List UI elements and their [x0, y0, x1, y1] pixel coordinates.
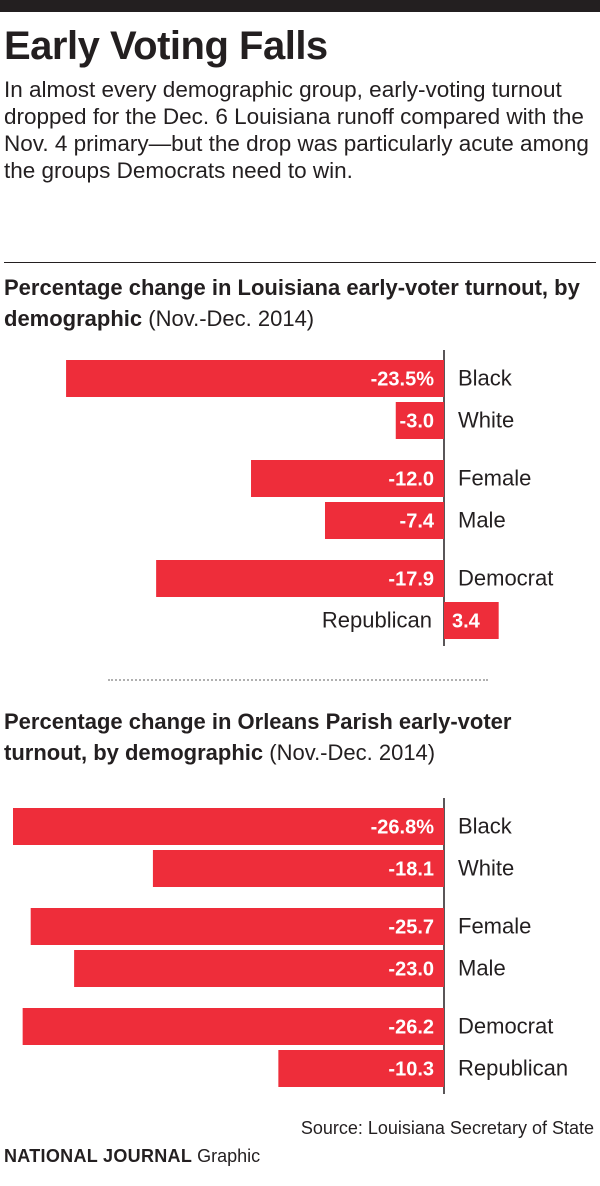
- value-label-female: -12.0: [388, 469, 434, 491]
- louisiana-bar-chart: -23.5% Black -3.0 White -12.0 Female -7.4 Male -…: [66, 350, 553, 646]
- category-label-male: Male: [458, 956, 506, 981]
- bar-republican: [278, 1050, 444, 1087]
- bar-republican: [444, 602, 499, 639]
- bar-black: [13, 808, 444, 845]
- category-label-male: Male: [458, 508, 506, 533]
- value-label-white: -18.1: [388, 859, 434, 881]
- chart-2-title-block: Percentage change in Orleans Parish earl…: [4, 706, 596, 768]
- intro-text: In almost every demographic group, early…: [4, 77, 589, 183]
- orleans-bar-chart: -26.8% Black -18.1 White -25.7 Female -23.0 Mal…: [13, 798, 568, 1094]
- chart-2-title: Percentage change in Orleans Parish earl…: [4, 709, 512, 765]
- category-label-black: Black: [458, 366, 513, 391]
- value-label-republican: -10.3: [388, 1059, 434, 1081]
- category-label-democrat: Democrat: [458, 566, 553, 591]
- value-label-republican: 3.4: [452, 611, 481, 633]
- bar-white: [395, 402, 444, 439]
- value-label-male: -23.0: [388, 959, 434, 981]
- page-title: Early Voting Falls: [4, 24, 328, 68]
- bar-male: [74, 950, 444, 987]
- bar-female: [30, 908, 444, 945]
- bar-democrat: [22, 1008, 444, 1045]
- brand-suffix: Graphic: [197, 1146, 261, 1166]
- bar-black: [66, 360, 444, 397]
- bar-female: [251, 460, 444, 497]
- section-divider: [4, 262, 596, 263]
- category-label-female: Female: [458, 466, 531, 491]
- source-note: Source: Louisiana Secretary of State: [300, 1118, 594, 1138]
- chart-1-title: Percentage change in Louisiana early-vot…: [4, 275, 580, 331]
- category-label-black: Black: [458, 814, 513, 839]
- bar-male: [324, 502, 444, 539]
- value-label-black: -23.5%: [371, 369, 435, 391]
- category-label-democrat: Democrat: [458, 1014, 553, 1039]
- chart-1-title-block: Percentage change in Louisiana early-vot…: [4, 272, 596, 334]
- chart-1-subtitle: (Nov.-Dec. 2014): [148, 306, 315, 331]
- category-label-female: Female: [458, 914, 531, 939]
- brand-name: NATIONAL JOURNAL: [4, 1146, 193, 1166]
- chart-separator: [108, 679, 488, 681]
- chart-2-subtitle: (Nov.-Dec. 2014): [269, 740, 436, 765]
- value-label-white: -3.0: [400, 411, 434, 433]
- value-label-democrat: -26.2: [388, 1017, 434, 1039]
- category-label-white: White: [458, 856, 514, 881]
- category-label-republican: Republican: [458, 1056, 568, 1081]
- value-label-female: -25.7: [388, 917, 434, 939]
- value-label-male: -7.4: [400, 511, 435, 533]
- category-label-republican: Republican: [322, 608, 432, 633]
- top-rule: [0, 0, 600, 12]
- value-label-black: -26.8%: [371, 817, 435, 839]
- bar-democrat: [156, 560, 444, 597]
- credit-line: NATIONAL JOURNAL Graphic: [4, 1146, 260, 1167]
- category-label-white: White: [458, 408, 514, 433]
- value-label-democrat: -17.9: [388, 569, 434, 591]
- bar-white: [152, 850, 444, 887]
